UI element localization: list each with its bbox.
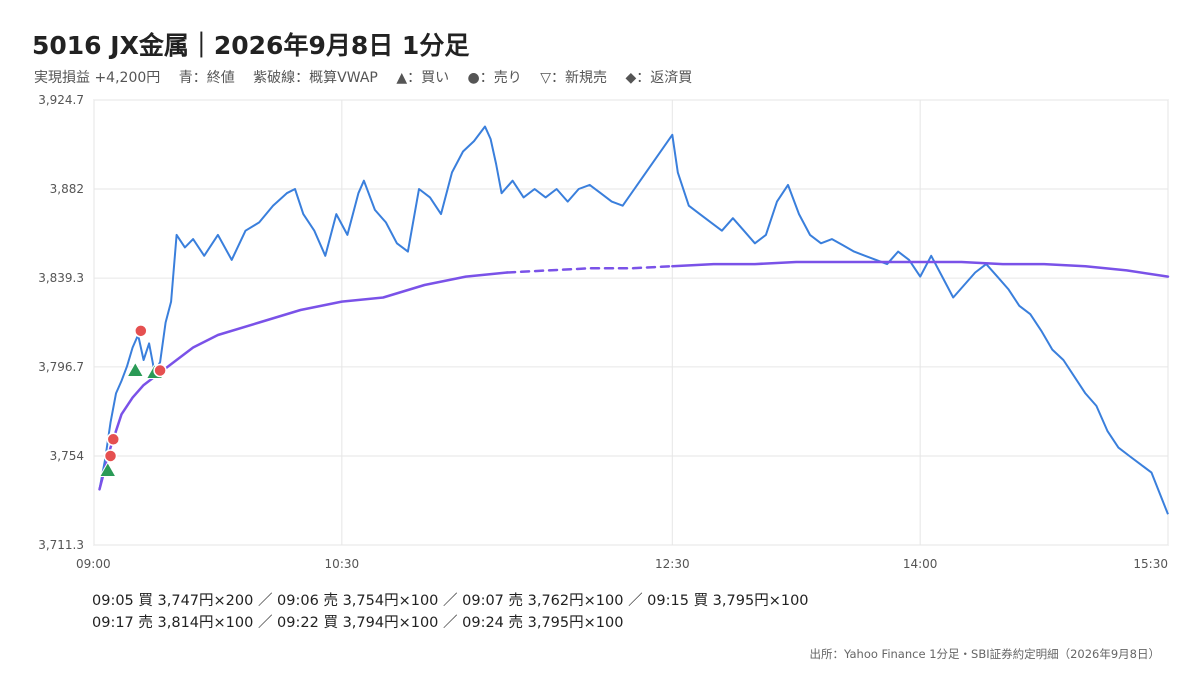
trade-line-1: 09:05 買 3,747円×200 ／ 09:06 売 3,754円×100 … bbox=[92, 593, 809, 609]
legend-new-short: ▽：新規売 bbox=[540, 70, 607, 86]
chart-legend: 実現損益 +4,200円 青：終値 紫破線：概算VWAP ▲：買い ●：売り ▽… bbox=[34, 67, 706, 87]
x-tick-label: 10:30 bbox=[325, 557, 360, 571]
x-tick-label: 12:30 bbox=[655, 557, 690, 571]
legend-vwap: 紫破線：概算VWAP bbox=[253, 70, 378, 86]
x-tick-label: 09:00 bbox=[76, 557, 111, 571]
buy-marker bbox=[98, 461, 117, 478]
vwap-line-morning bbox=[98, 271, 509, 491]
x-tick-label: 15:30 bbox=[1133, 557, 1168, 571]
vwap-line-lunch bbox=[505, 264, 674, 274]
x-tick-label: 14:00 bbox=[903, 557, 938, 571]
sell-marker bbox=[103, 449, 118, 463]
trade-line-2: 09:17 売 3,814円×100 ／ 09:22 買 3,794円×100 … bbox=[92, 615, 624, 631]
sell-marker bbox=[134, 324, 148, 338]
legend-buy: ▲：買い bbox=[396, 70, 450, 86]
trade-list: 09:05 買 3,747円×200 ／ 09:06 売 3,754円×100 … bbox=[92, 590, 809, 634]
sell-marker bbox=[153, 363, 167, 378]
y-tick-label: 3,924.7 bbox=[38, 93, 84, 107]
close-price-line bbox=[98, 125, 1169, 515]
source-note: 出所：Yahoo Finance 1分足・SBI証券約定明細（2026年9月8日… bbox=[809, 647, 1160, 661]
legend-cover-buy: ◆：返済買 bbox=[625, 70, 693, 86]
y-tick-label: 3,796.7 bbox=[38, 360, 84, 374]
legend-sell: ●：売り bbox=[467, 70, 522, 86]
vwap-line-afternoon bbox=[671, 260, 1170, 278]
sell-marker bbox=[106, 432, 121, 447]
y-tick-label: 3,711.3 bbox=[38, 538, 84, 552]
legend-close: 青：終値 bbox=[178, 70, 235, 86]
legend-realized-pnl: 実現損益 +4,200円 bbox=[34, 70, 161, 86]
buy-marker bbox=[126, 361, 145, 377]
y-tick-label: 3,839.3 bbox=[38, 271, 84, 285]
y-tick-label: 3,754 bbox=[50, 449, 84, 463]
y-tick-label: 3,882 bbox=[50, 182, 84, 196]
chart-title: 5016 JX金属｜2026年9月8日 1分足 bbox=[32, 31, 470, 60]
